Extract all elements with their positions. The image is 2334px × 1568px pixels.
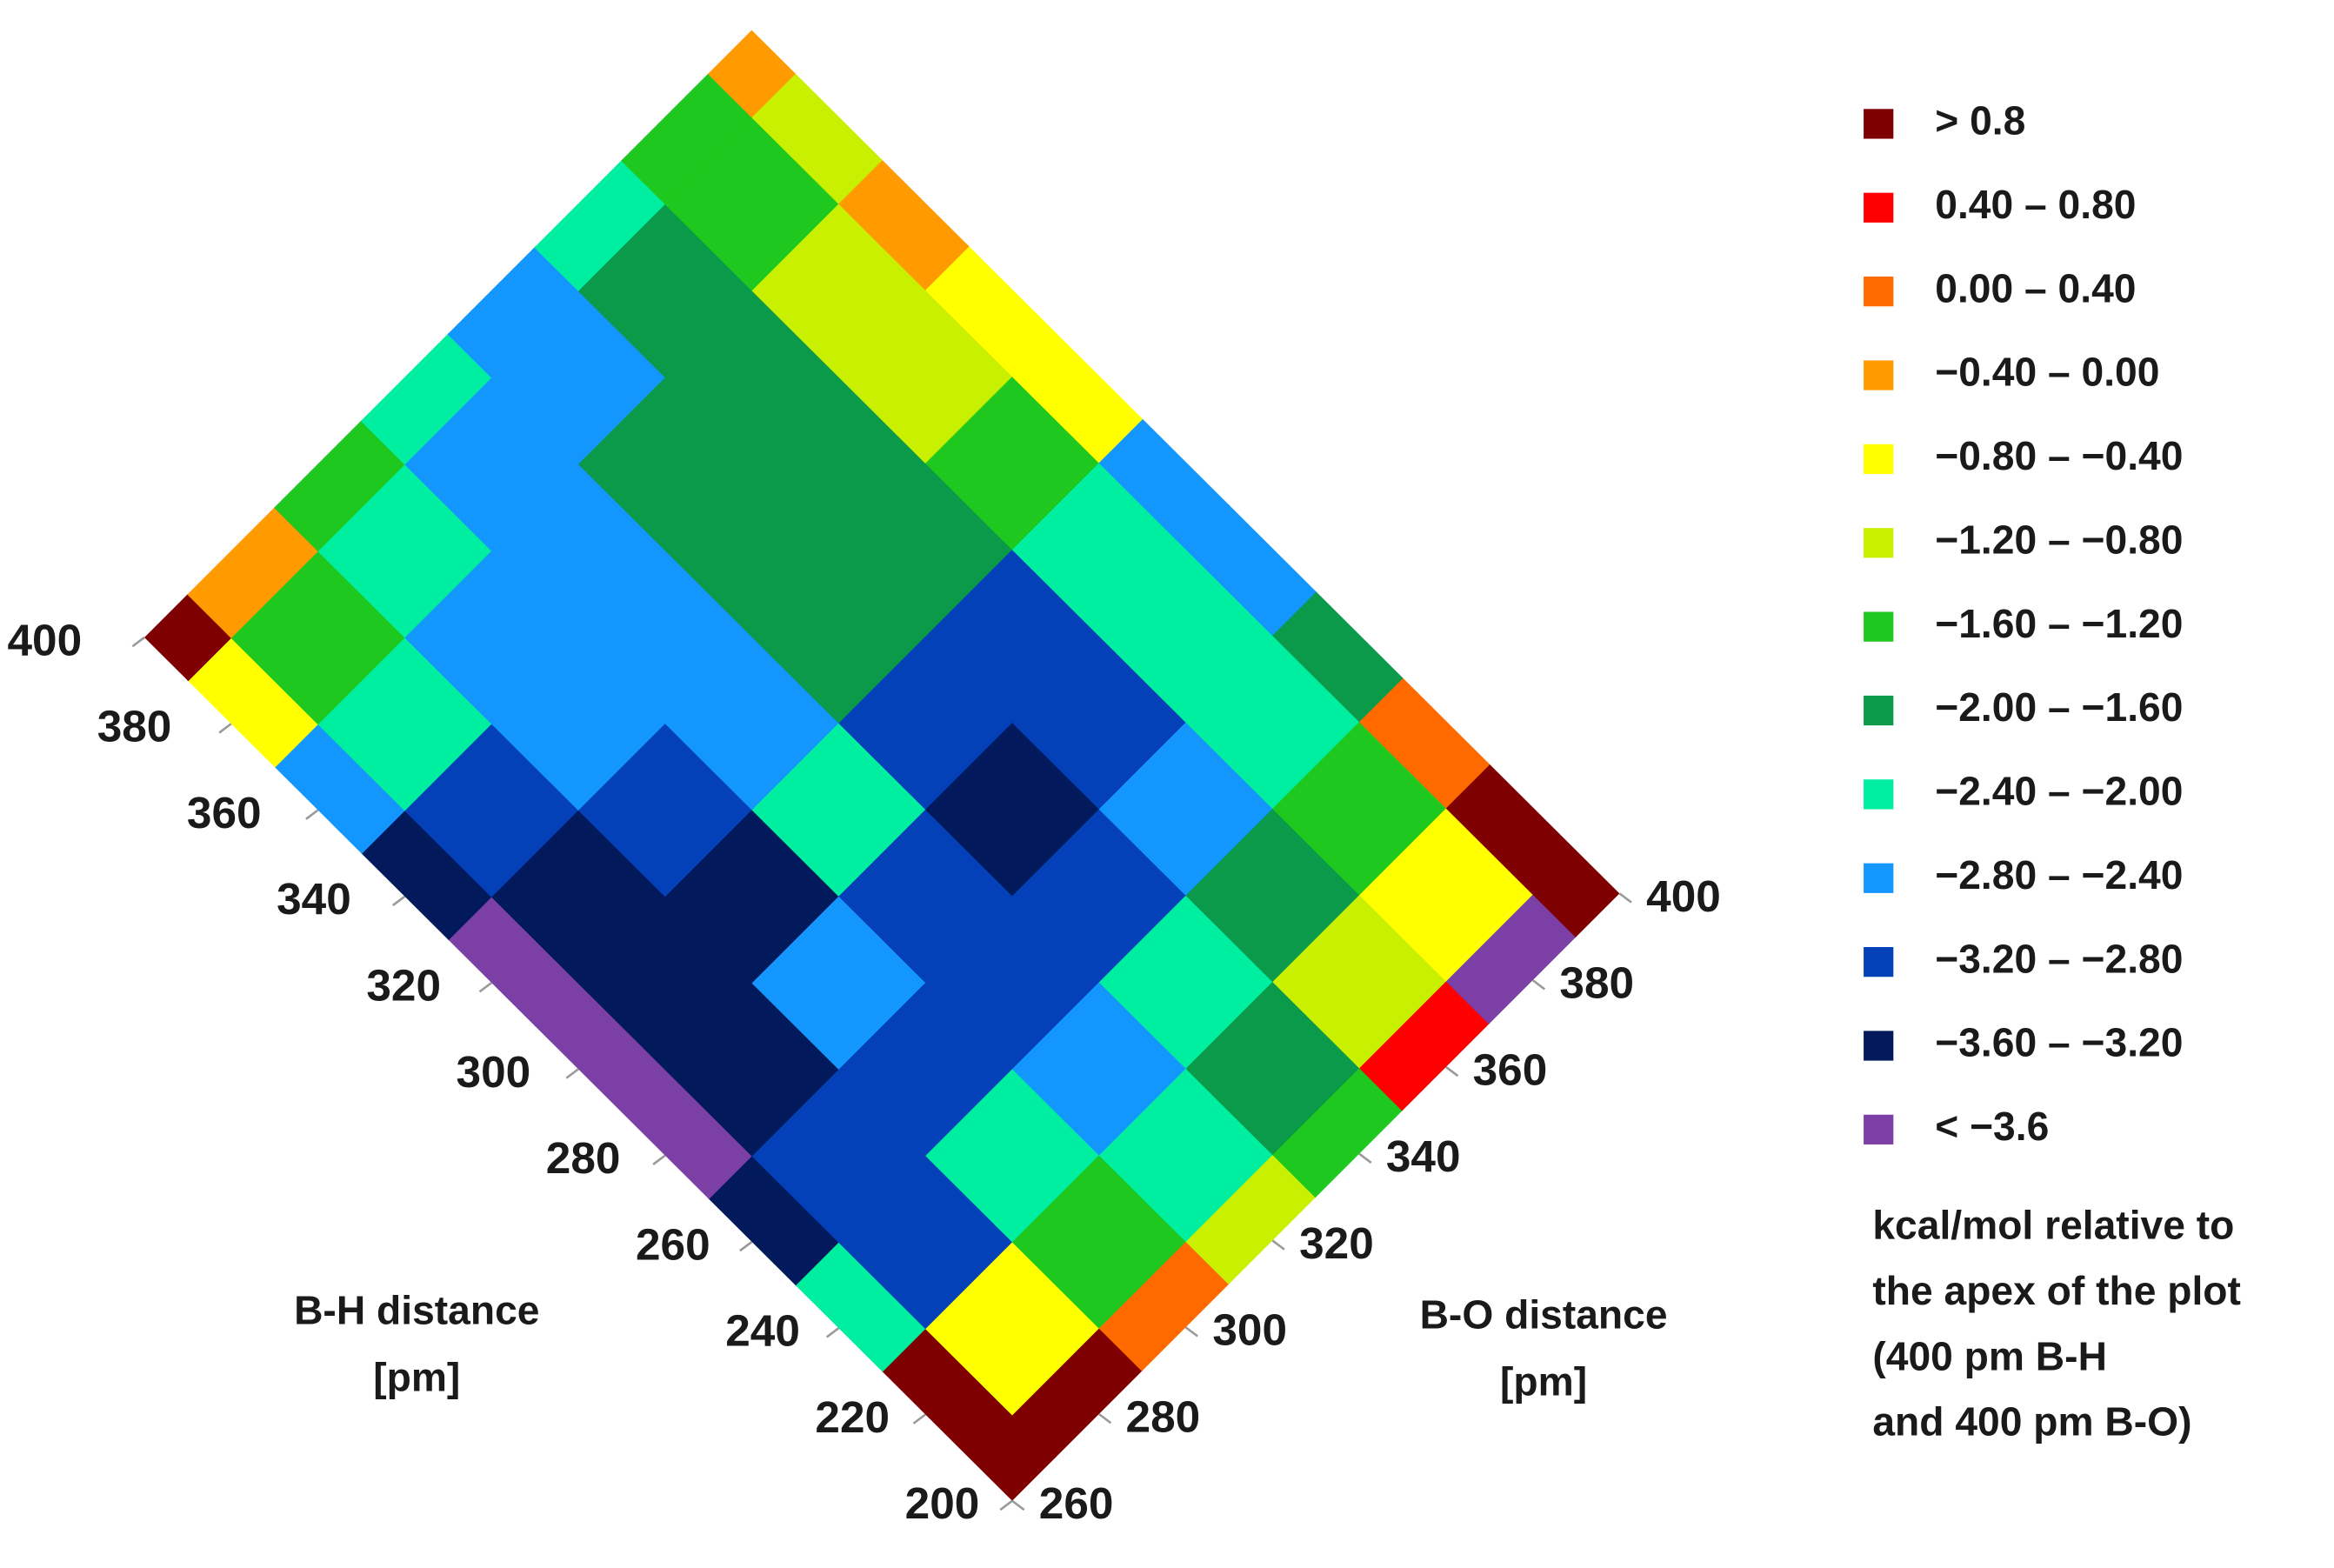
legend-swatch: [1864, 360, 1894, 390]
y-tick: [218, 723, 232, 734]
x-tick: [1618, 892, 1632, 904]
x-tick: [1531, 979, 1546, 991]
x-tick-label: 300: [1212, 1305, 1287, 1355]
x-tick-label: 260: [1039, 1478, 1114, 1528]
y-tick-label: 240: [725, 1306, 800, 1356]
y-tick-label: 220: [815, 1392, 890, 1442]
y-axis-title: [pm]: [373, 1354, 460, 1399]
x-tick-label: 380: [1559, 958, 1634, 1008]
legend-swatch: [1864, 779, 1894, 810]
x-tick: [1184, 1326, 1198, 1338]
y-tick: [739, 1240, 753, 1252]
x-tick: [1271, 1239, 1285, 1251]
legend-label: −2.40 – −2.00: [1935, 769, 2183, 814]
x-tick: [1011, 1499, 1025, 1511]
note: the apex of the plot: [1872, 1268, 2241, 1313]
legend-label: > 0.8: [1935, 98, 2025, 143]
y-tick: [131, 636, 145, 648]
y-tick: [999, 1499, 1013, 1511]
note: and 400 pm B-O): [1872, 1399, 2191, 1445]
legend-label: −1.60 – −1.20: [1935, 601, 2183, 646]
legend-label: −1.20 – −0.80: [1935, 517, 2183, 562]
x-tick-label: 340: [1386, 1131, 1461, 1181]
y-tick-label: 400: [7, 615, 82, 664]
y-tick-label: 360: [187, 788, 262, 837]
legend-label: < −3.6: [1935, 1104, 2049, 1149]
y-tick-label: 280: [546, 1133, 621, 1183]
legend-swatch: [1864, 277, 1894, 307]
x-tick-label: 320: [1299, 1218, 1374, 1268]
y-tick-label: 320: [366, 960, 441, 1010]
x-tick: [1358, 1152, 1372, 1164]
x-tick: [1097, 1412, 1112, 1425]
y-tick: [478, 982, 492, 993]
legend-label: −3.20 – −2.80: [1935, 936, 2183, 981]
legend-label: 0.40 – 0.80: [1935, 182, 2136, 227]
y-tick-label: 300: [457, 1047, 531, 1097]
legend-swatch: [1864, 1114, 1894, 1144]
y-axis-title: B-H distance: [294, 1287, 539, 1332]
x-tick: [1445, 1065, 1459, 1078]
y-tick: [565, 1068, 579, 1079]
legend-swatch: [1864, 1031, 1894, 1061]
y-tick: [912, 1413, 926, 1425]
legend-label: −3.60 – −3.20: [1935, 1020, 2183, 1065]
y-tick-label: 340: [277, 874, 351, 924]
y-tick: [825, 1327, 840, 1338]
x-tick-label: 400: [1646, 871, 1721, 921]
legend-swatch: [1864, 109, 1894, 139]
legend-swatch: [1864, 695, 1894, 726]
legend-swatch: [1864, 947, 1894, 977]
legend-label: −2.00 – −1.60: [1935, 684, 2183, 730]
legend-swatch: [1864, 863, 1894, 893]
y-tick: [391, 895, 406, 907]
note: kcal/mol relative to: [1872, 1203, 2234, 1248]
y-tick: [652, 1154, 666, 1165]
y-tick-label: 380: [97, 702, 172, 751]
y-tick: [305, 809, 319, 820]
legend-label: 0.00 – 0.40: [1935, 265, 2136, 310]
x-tick-label: 360: [1473, 1044, 1548, 1094]
legend-label: −2.80 – −2.40: [1935, 852, 2183, 897]
legend-swatch: [1864, 528, 1894, 558]
legend-label: −0.80 – −0.40: [1935, 433, 2183, 478]
x-tick-label: 280: [1126, 1391, 1201, 1441]
legend-swatch: [1864, 611, 1894, 642]
legend-label: −0.40 – 0.00: [1935, 350, 2159, 395]
x-axis-title: [pm]: [1500, 1358, 1587, 1404]
y-tick-label: 260: [636, 1219, 710, 1269]
x-axis-title: B-O distance: [1420, 1291, 1668, 1337]
legend-swatch: [1864, 192, 1894, 223]
y-tick-label: 200: [905, 1478, 980, 1528]
note: (400 pm B-H: [1872, 1333, 2107, 1378]
legend-swatch: [1864, 444, 1894, 475]
